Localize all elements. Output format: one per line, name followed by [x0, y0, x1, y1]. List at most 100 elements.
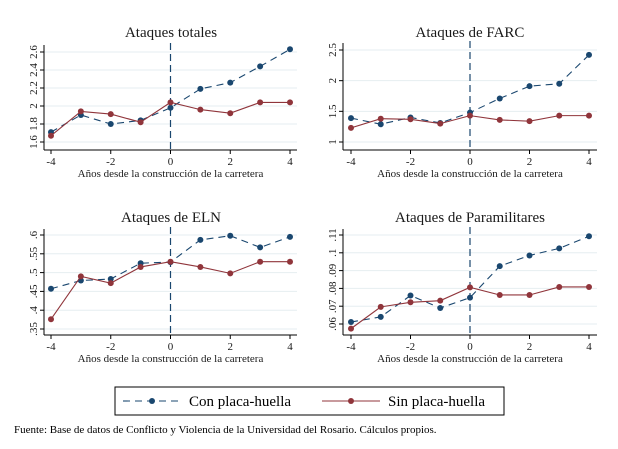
- data-point: [526, 83, 533, 90]
- data-point: [287, 46, 293, 53]
- x-tick-label: -2: [406, 156, 415, 168]
- y-tick-label: 1.6: [28, 135, 40, 149]
- y-tick-label: 2: [28, 103, 40, 109]
- data-point: [586, 51, 592, 58]
- data-point: [227, 79, 234, 86]
- data-point: [197, 106, 204, 113]
- data-point: [377, 115, 384, 122]
- source-note: Fuente: Base de datos de Conflicto y Vio…: [14, 424, 437, 436]
- data-point: [227, 110, 234, 117]
- data-point: [556, 283, 563, 290]
- x-axis-label: Años desde la construcción de la carrete…: [78, 168, 264, 180]
- data-point: [257, 99, 264, 106]
- x-tick-label: 0: [467, 156, 473, 168]
- x-tick-label: 4: [586, 341, 592, 353]
- y-tick-label: .06: [327, 317, 339, 331]
- y-tick-label: .11: [327, 228, 339, 241]
- legend-box: [114, 386, 505, 416]
- data-point: [348, 325, 354, 332]
- y-tick-label: 1.8: [28, 117, 40, 131]
- data-point: [467, 112, 473, 119]
- data-point: [437, 120, 444, 127]
- x-tick-label: -4: [346, 341, 356, 353]
- data-point: [467, 284, 473, 291]
- x-tick-label: -2: [406, 341, 415, 353]
- y-tick-label: .09: [327, 263, 339, 277]
- data-point: [287, 99, 293, 106]
- data-point: [257, 258, 264, 265]
- y-tick-label: .5: [28, 268, 40, 277]
- data-point: [287, 258, 293, 265]
- x-tick-label: -4: [46, 156, 56, 168]
- panel-1: Ataques totales 1.6 1.8 2 2.2 2.4 2.6 -4 -2 0 2 4 Añ…: [28, 25, 297, 180]
- data-point: [197, 263, 204, 270]
- x-tick-label: 2: [228, 156, 234, 168]
- data-point: [227, 270, 234, 277]
- data-point: [227, 232, 234, 239]
- panel-title: Ataques totales: [125, 25, 217, 41]
- panel-title: Ataques de FARC: [416, 25, 525, 41]
- data-point: [77, 273, 84, 280]
- x-tick-label: 4: [287, 156, 293, 168]
- y-tick-label: .35: [28, 322, 40, 336]
- x-tick-label: -2: [106, 156, 115, 168]
- x-tick-label: 0: [168, 156, 174, 168]
- data-point: [257, 63, 264, 70]
- data-point: [437, 297, 444, 304]
- panel-3: Ataques de ELN .35 .4 .45 .5 .55 .6 -4 -2 0 2 4 Años…: [28, 210, 297, 365]
- y-tick-label: 1.5: [327, 104, 339, 118]
- data-point: [556, 80, 563, 87]
- data-point: [348, 319, 354, 326]
- x-tick-label: -2: [106, 341, 115, 353]
- y-tick-label: .55: [28, 246, 40, 260]
- data-point: [407, 116, 414, 123]
- y-tick-label: 2.6: [28, 45, 40, 59]
- data-point: [257, 244, 264, 251]
- x-tick-label: 0: [467, 341, 473, 353]
- panel-4: Ataques de Paramilitares .06 .07 .08 .09 .1 .1…: [327, 210, 597, 365]
- x-tick-label: -4: [46, 341, 56, 353]
- data-point: [107, 275, 114, 282]
- data-point: [556, 245, 563, 252]
- data-point: [496, 291, 503, 298]
- panel-title: Ataques de ELN: [121, 210, 221, 226]
- data-point: [586, 112, 592, 119]
- data-point: [77, 108, 84, 115]
- data-point: [48, 132, 54, 139]
- data-point: [107, 121, 114, 127]
- data-point: [197, 236, 204, 243]
- x-tick-label: 2: [527, 156, 533, 168]
- x-tick-label: 4: [287, 341, 293, 353]
- data-point: [437, 304, 444, 311]
- data-point: [348, 124, 354, 131]
- data-point: [407, 292, 414, 299]
- y-tick-label: .07: [327, 299, 339, 313]
- data-point: [137, 119, 144, 126]
- data-point: [467, 294, 473, 301]
- x-axis-label: Años desde la construcción de la carrete…: [377, 168, 563, 180]
- data-point: [526, 252, 533, 259]
- series-line-con-placa-huella: [350, 235, 590, 323]
- panel-2: Ataques de FARC 1 1.5 2 2.5 -4 -2 0 2 4 Años desde…: [327, 25, 597, 180]
- y-tick-label: .08: [327, 281, 339, 295]
- y-tick-label: .1: [327, 249, 339, 257]
- legend-marker: [149, 398, 155, 404]
- data-point: [407, 299, 414, 306]
- legend-label: Sin placa-huella: [388, 394, 485, 410]
- legend-label: Con placa-huella: [189, 394, 291, 410]
- data-point: [167, 104, 174, 111]
- data-point: [496, 263, 503, 270]
- data-point: [287, 233, 293, 240]
- data-point: [496, 95, 503, 102]
- data-point: [526, 291, 533, 298]
- y-tick-label: 2.5: [327, 43, 339, 57]
- data-point: [48, 316, 54, 323]
- y-tick-label: 1: [327, 139, 339, 145]
- x-axis-label: Años desde la construcción de la carrete…: [377, 353, 563, 365]
- data-point: [48, 285, 54, 292]
- x-tick-label: -4: [346, 156, 356, 168]
- data-point: [107, 280, 114, 287]
- data-point: [197, 85, 204, 92]
- y-tick-label: 2.4: [28, 63, 40, 77]
- data-point: [526, 118, 533, 125]
